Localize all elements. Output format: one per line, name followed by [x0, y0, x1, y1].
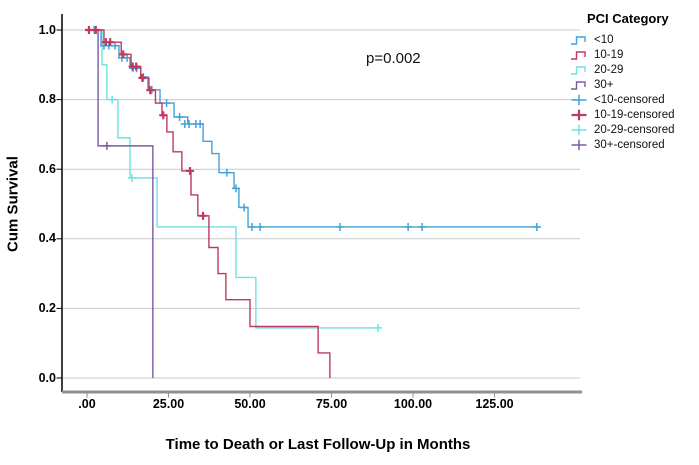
y-tick-label: 0.0: [38, 370, 56, 385]
x-tick-label: 25.00: [152, 397, 185, 411]
plus-censored-icon: [571, 94, 587, 106]
legend-items: <10 10-19 20-29 30+ <10-censored 10-19-censor…: [570, 32, 675, 153]
x-tick-label: 125.00: [475, 397, 514, 411]
step-line-icon-path: [571, 50, 586, 60]
survival-curve-10-19: [87, 29, 331, 378]
legend-item-<10-censored: <10-censored: [570, 92, 675, 107]
y-tick-label: 1.0: [38, 22, 56, 37]
censor-marks-20-29: [108, 95, 383, 332]
legend-item-label: 10-19: [594, 48, 624, 61]
plus-censored-icon-path: [571, 109, 587, 121]
plus-censored-icon: [571, 124, 587, 136]
legend-item-label: 30+-censored: [594, 139, 665, 152]
legend: PCI Category <10 10-19 20-29 30+ <10-censore…: [570, 11, 675, 153]
legend-item-30+-censored: 30+-censored: [570, 138, 675, 153]
step-line-icon-path: [571, 66, 586, 75]
y-tick-label: 0.8: [38, 92, 56, 107]
plus-censored-icon: [571, 140, 587, 151]
y-tick-label: 0.2: [38, 300, 56, 315]
survival-curve-20-29: [87, 29, 379, 329]
plus-censored-icon-path: [571, 140, 587, 151]
legend-item-10-19: 10-19: [570, 47, 675, 62]
survival-curve-30+: [87, 29, 154, 378]
legend-item-<10: <10: [570, 32, 675, 47]
legend-item-label: 10-19-censored: [594, 109, 675, 122]
step-line-icon-path: [571, 81, 586, 90]
legend-item-label: 20-29-censored: [594, 124, 675, 137]
y-tick-label: 0.4: [38, 231, 56, 246]
step-line-icon: [571, 35, 586, 45]
x-tick-label: 50.00: [234, 397, 266, 411]
step-line-icon: [571, 50, 586, 60]
legend-title: PCI Category: [587, 11, 669, 26]
step-line-icon-path: [571, 35, 586, 45]
y-axis-title: Cum Survival: [4, 156, 22, 252]
legend-item-10-19-censored: 10-19-censored: [570, 107, 675, 122]
survival-curve-<10: [87, 29, 541, 228]
plus-censored-icon: [571, 109, 587, 121]
x-tick-label: .00: [78, 397, 96, 411]
legend-item-label: <10-censored: [594, 93, 665, 106]
step-line-icon: [571, 66, 586, 75]
legend-item-30+: 30+: [570, 77, 675, 92]
censor-marks-10-19: [84, 26, 208, 220]
x-axis-title: Time to Death or Last Follow-Up in Month…: [165, 436, 471, 453]
step-line-icon: [571, 81, 586, 90]
y-tick-label: 0.6: [38, 161, 56, 176]
legend-item-label: 30+: [594, 78, 614, 91]
plus-censored-icon-path: [571, 94, 587, 106]
x-tick-label: 100.00: [393, 397, 433, 411]
p-value-annotation: p=0.002: [366, 50, 421, 67]
legend-item-20-29: 20-29: [570, 62, 675, 77]
legend-item-20-29-censored: 20-29-censored: [570, 123, 675, 138]
legend-item-label: <10: [594, 33, 614, 46]
legend-item-label: 20-29: [594, 63, 624, 76]
plus-censored-icon-path: [571, 124, 587, 136]
x-tick-label: 75.00: [315, 397, 348, 411]
